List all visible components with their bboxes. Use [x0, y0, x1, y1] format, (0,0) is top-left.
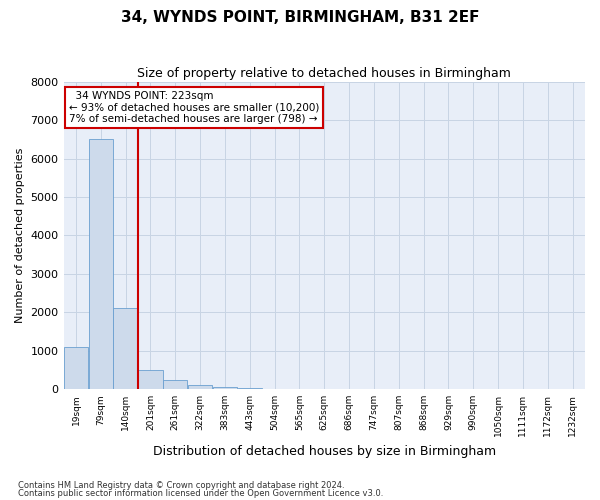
Text: 34, WYNDS POINT, BIRMINGHAM, B31 2EF: 34, WYNDS POINT, BIRMINGHAM, B31 2EF — [121, 10, 479, 25]
Text: Contains public sector information licensed under the Open Government Licence v3: Contains public sector information licen… — [18, 489, 383, 498]
Bar — [163, 380, 187, 389]
Bar — [113, 308, 138, 389]
X-axis label: Distribution of detached houses by size in Birmingham: Distribution of detached houses by size … — [153, 444, 496, 458]
Bar — [188, 385, 212, 389]
Bar — [238, 388, 262, 389]
Text: 34 WYNDS POINT: 223sqm  
← 93% of detached houses are smaller (10,200)
7% of sem: 34 WYNDS POINT: 223sqm ← 93% of detached… — [69, 91, 319, 124]
Title: Size of property relative to detached houses in Birmingham: Size of property relative to detached ho… — [137, 68, 511, 80]
Bar — [64, 347, 88, 389]
Bar — [89, 140, 113, 389]
Y-axis label: Number of detached properties: Number of detached properties — [15, 148, 25, 323]
Bar — [213, 387, 237, 389]
Bar — [138, 370, 163, 389]
Text: Contains HM Land Registry data © Crown copyright and database right 2024.: Contains HM Land Registry data © Crown c… — [18, 480, 344, 490]
